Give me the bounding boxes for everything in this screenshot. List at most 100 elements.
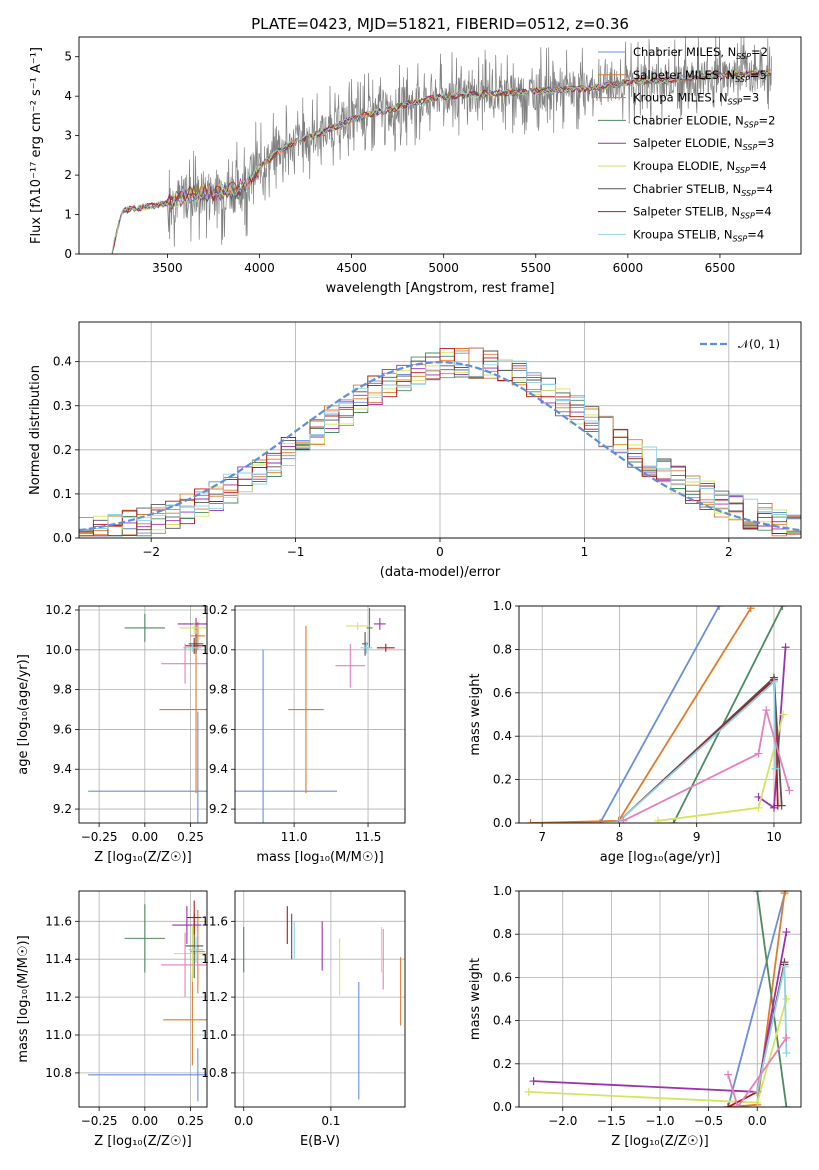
- chart-massweight-vs-Z: −2.0 −1.5 −1.0 −0.5 0.0 0.0 0.2 0.4 0.6 0.8 1.0 Z […: [468, 884, 802, 1149]
- y-tick-label: 0.3: [53, 399, 72, 413]
- y-tick-label: 0.6: [493, 970, 512, 984]
- x-tick-label: 3500: [152, 261, 183, 275]
- marker-plus: [779, 710, 788, 719]
- y-tick-label: 0.2: [53, 443, 72, 457]
- x-tick-label: −0.25: [81, 830, 118, 844]
- residual-histogram-line: [79, 359, 801, 530]
- marker-plus: [753, 891, 762, 895]
- y-tick-label: 1.0: [493, 599, 512, 613]
- x-tick-label: 0.00: [131, 1114, 158, 1128]
- y-tick-label: 4: [64, 89, 72, 103]
- marker-plus: [733, 1103, 742, 1107]
- y-tick-label: 0.0: [493, 1100, 512, 1114]
- plot-area: [526, 606, 794, 823]
- y-tick-label: 0: [64, 247, 72, 261]
- marker-plus: [724, 1103, 733, 1107]
- y-tick-label: 0.4: [493, 729, 512, 743]
- x-axis-label: Z [log₁₀(Z/Z☉)]: [94, 850, 191, 865]
- chart-mass-vs-EBV: 0.0 0.1 10.8 11.0 11.2 11.4 11.6 E(B-V): [201, 890, 406, 1149]
- mass-weight-line: [599, 606, 720, 823]
- plot-area: [235, 607, 395, 823]
- chart-residuals: −2 −1 0 1 2 0.0 0.1 0.2 0.3 0.4 (data-model)/error…: [28, 321, 802, 580]
- mass-weight-line: [756, 891, 788, 1107]
- x-tick-label: 4500: [336, 261, 367, 275]
- legend-label: Chabrier MILES, NSSP=2: [633, 45, 768, 61]
- axes-frame: [518, 605, 802, 824]
- y-tick-label: 10.2: [45, 603, 72, 617]
- x-tick-label: −0.25: [81, 1114, 118, 1128]
- chart-spectrum: 3500 4000 4500 5000 5500 6000 6500 0 1 2 3 4 5 wavele…: [29, 36, 802, 296]
- x-tick-label: 6000: [613, 261, 644, 275]
- marker-plus: [669, 819, 678, 823]
- axes-frame: [78, 321, 802, 539]
- marker-plus: [754, 803, 763, 812]
- plot-area: [88, 613, 207, 823]
- marker-plus: [780, 962, 789, 971]
- y-axis-label: Normed distribution: [28, 365, 43, 495]
- gaussian-curve: [79, 360, 801, 532]
- y-tick-label: 11.2: [201, 990, 228, 1004]
- marker-plus: [782, 1049, 791, 1057]
- legend-label: Salpeter ELODIE, NSSP=3: [633, 136, 774, 152]
- marker-plus: [771, 764, 780, 773]
- x-tick-label: 0.0: [748, 1114, 767, 1128]
- x-tick-label: 5500: [521, 261, 552, 275]
- marker-plus: [782, 1033, 791, 1042]
- x-tick-label: −2.0: [548, 1114, 577, 1128]
- y-tick-label: 9.8: [209, 683, 228, 697]
- x-tick-label: 1: [581, 545, 589, 559]
- data-spectrum-line: [111, 37, 772, 253]
- y-tick-label: 1.0: [493, 884, 512, 898]
- y-tick-label: 3: [64, 129, 72, 143]
- x-tick-label: 11.5: [355, 830, 382, 844]
- marker-plus: [654, 816, 663, 823]
- x-tick-label: 4000: [244, 261, 275, 275]
- marker-plus: [524, 1087, 533, 1096]
- y-tick-label: 0.2: [493, 1057, 512, 1071]
- y-tick-label: 0.6: [493, 686, 512, 700]
- marker-plus: [753, 1098, 762, 1107]
- x-tick-label: 7: [538, 830, 546, 844]
- chart-age-vs-Z: −0.25 0.00 0.25 9.2 9.4 9.6 9.8 10.0 10.2 Z [log₁…: [16, 603, 208, 865]
- plot-area: [79, 347, 801, 537]
- y-tick-label: 0.2: [493, 773, 512, 787]
- x-tick-label: 9: [693, 830, 701, 844]
- y-tick-label: 2: [64, 168, 72, 182]
- legend-label: Salpeter MILES, NSSP=5: [633, 68, 767, 84]
- y-tick-label: 9.6: [209, 722, 228, 736]
- chart-age-vs-mass: 11.0 11.5 9.2 9.4 9.6 9.8 10.0 10.2 mass [log₁₀(…: [201, 603, 406, 865]
- y-tick-label: 0.0: [53, 531, 72, 545]
- y-tick-label: 0.1: [53, 487, 72, 501]
- figure-title: PLATE=0423, MJD=51821, FIBERID=0512, z=0…: [251, 15, 629, 33]
- y-tick-label: 9.4: [53, 762, 72, 776]
- marker-plus: [529, 1077, 538, 1086]
- x-axis-label: age [log₁₀(age/yr)]: [600, 850, 721, 865]
- marker-plus: [769, 677, 778, 686]
- marker-plus: [724, 1070, 733, 1079]
- legend-label: Salpeter STELIB, NSSP=4: [633, 205, 772, 221]
- y-tick-label: 10.8: [45, 1066, 72, 1080]
- x-tick-label: 0.1: [321, 1114, 340, 1128]
- legend-label: Kroupa ELODIE, NSSP=4: [633, 159, 767, 175]
- marker-plus: [780, 891, 789, 898]
- x-axis-label: (data-model)/error: [380, 565, 501, 580]
- x-axis-label: Z [log₁₀(Z/Z☉)]: [611, 1134, 708, 1149]
- y-tick-label: 11.0: [201, 1028, 228, 1042]
- x-tick-label: 2: [725, 545, 733, 559]
- y-tick-label: 11.4: [201, 952, 228, 966]
- marker-plus: [715, 606, 724, 610]
- x-tick-label: 0.00: [131, 830, 158, 844]
- marker-plus: [785, 786, 794, 795]
- y-tick-label: 0.0: [493, 816, 512, 830]
- y-tick-label: 10.8: [201, 1066, 228, 1080]
- axes-frame: [78, 36, 802, 255]
- x-tick-label: 11.0: [281, 830, 308, 844]
- y-axis-label: mass [log₁₀(M/M☉)]: [16, 935, 31, 1062]
- plot-area: [88, 900, 207, 1102]
- x-axis-label: mass [log₁₀(M/M☉)]: [256, 850, 383, 865]
- marker-plus: [746, 606, 755, 613]
- axes-frame: [518, 890, 802, 1108]
- x-tick-label: −1.0: [645, 1114, 674, 1128]
- mass-weight-line: [530, 607, 752, 823]
- x-axis-label: E(B-V): [300, 1134, 340, 1149]
